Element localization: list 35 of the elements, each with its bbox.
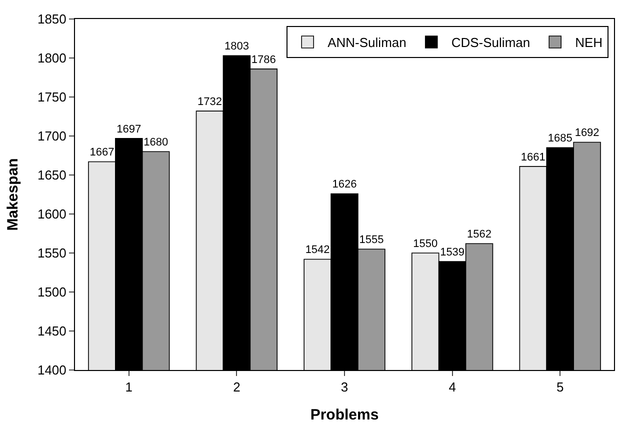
data-label: 1786 [251, 54, 276, 66]
data-label: 1697 [116, 123, 142, 136]
y-tick-label: 1850 [37, 12, 66, 27]
x-tick-label: 1 [125, 380, 133, 395]
data-label: 1539 [440, 246, 465, 259]
data-label: 1661 [520, 151, 546, 164]
y-tick-label: 1650 [37, 168, 66, 183]
data-label: 1685 [548, 132, 572, 145]
y-tick-label: 1550 [37, 246, 66, 261]
y-tick-label: 1400 [37, 362, 66, 378]
x-tick-label: 2 [233, 380, 240, 395]
data-label: 1667 [90, 146, 114, 159]
x-tick-label: 4 [448, 380, 456, 395]
x-tick-label: 5 [556, 380, 564, 395]
y-tick-label: 1450 [37, 324, 66, 339]
legend-label: ANN-Suliman [328, 35, 406, 50]
data-label: 1555 [359, 234, 384, 246]
data-label: 1803 [224, 40, 249, 53]
legend-label: NEH [575, 35, 603, 50]
data-label: 1692 [574, 127, 600, 140]
y-tick-label: 1700 [37, 128, 66, 144]
y-tick-label: 1500 [37, 284, 66, 300]
legend-label: CDS-Suliman [451, 35, 530, 50]
x-tick-label: 3 [340, 380, 348, 395]
y-tick-label: 1800 [37, 50, 66, 66]
y-axis-title: Makespan [4, 158, 22, 231]
data-label: 1542 [305, 244, 330, 256]
data-label: 1562 [467, 228, 492, 241]
data-label: 1732 [198, 96, 222, 108]
x-axis-title: Problems [310, 406, 379, 424]
y-tick-label: 1750 [37, 90, 66, 105]
data-label: 1550 [413, 238, 438, 250]
data-label: 1680 [144, 136, 168, 149]
y-tick-label: 1600 [37, 206, 66, 222]
data-label: 1626 [332, 178, 357, 191]
